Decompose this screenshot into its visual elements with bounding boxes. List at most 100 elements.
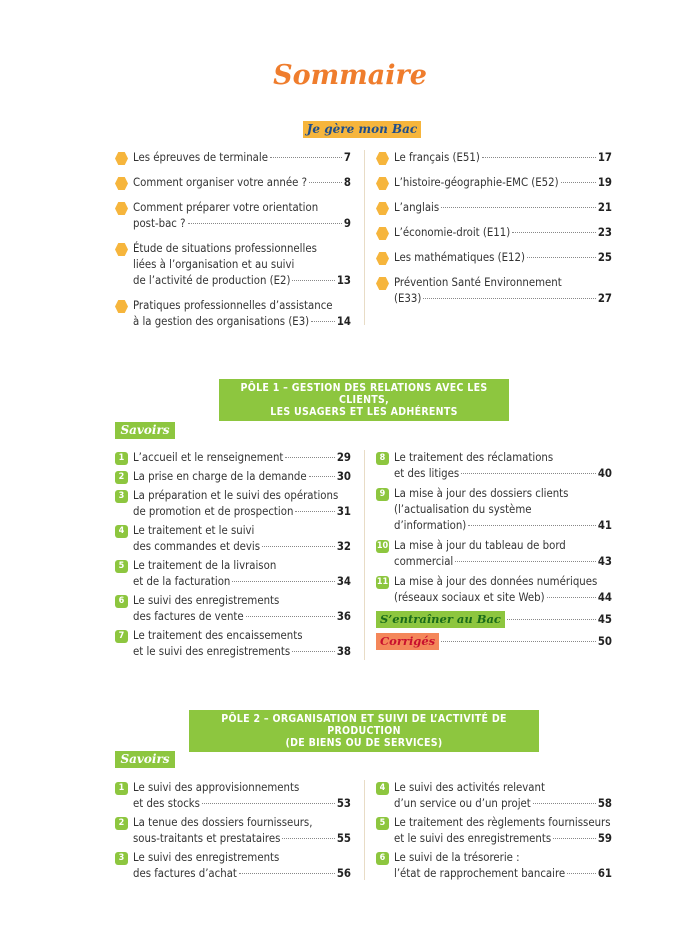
toc-entry[interactable]: Étude de situations professionnelles liée… <box>115 241 351 289</box>
toc-entry[interactable]: L’économie-droit (E11) 23 <box>376 225 612 241</box>
toc-entry-text: L’accueil et le renseignement <box>133 451 284 464</box>
toc-entry-text: sous-traitants et prestataires <box>133 832 281 845</box>
toc-entry-text: L’économie-droit (E11) <box>394 226 511 239</box>
toc-entry[interactable]: 10 La mise à jour du tableau de bord comme… <box>376 538 612 570</box>
toc-entry[interactable]: Comment organiser votre année ? 8 <box>115 175 351 191</box>
page-number: 14 <box>336 315 351 328</box>
toc-entry[interactable]: Prévention Santé Environnement (E33) 27 <box>376 275 612 307</box>
toc-entry-text: La préparation et le suivi des opération… <box>133 489 339 502</box>
toc-entry-text: liées à l’organisation et au suivi <box>133 258 295 271</box>
toc-entry[interactable]: Pratiques professionnelles d’assistance à… <box>115 298 351 330</box>
dot-leader <box>238 873 335 874</box>
toc-entry-text: L’anglais <box>394 201 440 214</box>
toc-entry[interactable]: Comment préparer votre orientation post-b… <box>115 200 351 232</box>
toc-entry-line: L’anglais 21 <box>394 200 612 216</box>
toc-entry[interactable]: Les épreuves de terminale 7 <box>115 150 351 166</box>
toc-entry[interactable]: 7 Le traitement des encaissements et le su… <box>115 628 351 660</box>
entrainer-au-bac-link[interactable]: S’entraîner au Bac 45 <box>376 611 612 628</box>
pole2-savoirs-tag: Savoirs <box>115 751 175 768</box>
dot-leader <box>311 321 335 322</box>
dot-leader <box>455 561 596 562</box>
page-number: 38 <box>336 645 351 658</box>
column-divider <box>364 450 365 660</box>
toc-entry-line: des commandes et devis 32 <box>133 539 351 555</box>
toc-entry-text: (E33) <box>394 292 422 305</box>
toc-entry-line: Le suivi des enregistrements <box>133 850 351 866</box>
toc-entry[interactable]: 6 Le suivi de la trésorerie : l’état de ra… <box>376 850 612 882</box>
toc-entry[interactable]: L’anglais 21 <box>376 200 612 216</box>
toc-entry-text: et de la facturation <box>133 575 231 588</box>
toc-entry-text: l’état de rapprochement bancaire <box>394 867 566 880</box>
pole1-banner: PÔLE 1 – GESTION DES RELATIONS AVEC LES … <box>219 379 509 421</box>
toc-entry-line: post-bac ? 9 <box>133 216 351 232</box>
toc-entry[interactable]: 9 La mise à jour des dossiers clients (l’a… <box>376 486 612 534</box>
toc-entry-text: Pratiques professionnelles d’assistance <box>133 299 333 312</box>
toc-entry[interactable]: 5 Le traitement des règlements fournisseu… <box>376 815 612 847</box>
toc-entry[interactable]: 6 Le suivi des enregistrements des facture… <box>115 593 351 625</box>
toc-entry[interactable]: 1 L’accueil et le renseignement 29 <box>115 450 351 466</box>
toc-entry-text: et des litiges <box>394 467 460 480</box>
toc-entry-text: Les épreuves de terminale <box>133 151 268 164</box>
page-number: 31 <box>336 505 351 518</box>
toc-entry-line: Étude de situations professionnelles <box>133 241 351 257</box>
toc-entry-line: Le suivi de la trésorerie : <box>394 850 612 866</box>
toc-entry-text: commercial <box>394 555 454 568</box>
toc-entry-text: Le traitement de la livraison <box>133 559 277 572</box>
toc-entry[interactable]: Le français (E51) 17 <box>376 150 612 166</box>
toc-entry-text: Les mathématiques (E12) <box>394 251 525 264</box>
pole2-banner: PÔLE 2 – ORGANISATION ET SUIVI DE L’ACTI… <box>189 710 539 752</box>
toc-entry-line: Le suivi des activités relevant <box>394 780 612 796</box>
toc-entry[interactable]: 2 La tenue des dossiers fournisseurs, sous… <box>115 815 351 847</box>
toc-entry-line: Les épreuves de terminale 7 <box>133 150 351 166</box>
dot-leader <box>282 838 335 839</box>
pole2-banner-line: PÔLE 2 – ORGANISATION ET SUIVI DE L’ACTI… <box>221 713 507 737</box>
page-number: 56 <box>336 867 351 880</box>
chapter-number-badge: 11 <box>376 576 389 589</box>
toc-entry-line: L’histoire-géographie-EMC (E52) 19 <box>394 175 612 191</box>
toc-entry[interactable]: 3 La préparation et le suivi des opératio… <box>115 488 351 520</box>
toc-entry[interactable]: 11 La mise à jour des données numériques (… <box>376 574 612 606</box>
chapter-number-badge: 10 <box>376 540 389 553</box>
toc-entry-text: Prévention Santé Environnement <box>394 276 562 289</box>
toc-entry-text: Le suivi des approvisionnements <box>133 781 300 794</box>
pole2-right-column: 4 Le suivi des activités relevant d’un ser… <box>376 780 612 885</box>
toc-entry[interactable]: 5 Le traitement de la livraison et de la f… <box>115 558 351 590</box>
corriges-link[interactable]: Corrigés 50 <box>376 633 612 650</box>
hexagon-bullet-icon <box>115 152 128 165</box>
dot-leader <box>526 257 596 258</box>
toc-entry-line: et des stocks 53 <box>133 796 351 812</box>
toc-entry-text: de l’activité de production (E2) <box>133 274 291 287</box>
toc-entry[interactable]: L’histoire-géographie-EMC (E52) 19 <box>376 175 612 191</box>
toc-entry[interactable]: 4 Le suivi des activités relevant d’un ser… <box>376 780 612 812</box>
page-number: 29 <box>336 451 351 464</box>
toc-entry[interactable]: 8 Le traitement des réclamations et des li… <box>376 450 612 482</box>
toc-entry-line: l’état de rapprochement bancaire 61 <box>394 866 612 882</box>
toc-entry[interactable]: 1 Le suivi des approvisionnements et des s… <box>115 780 351 812</box>
entrainer-au-bac-link-label: S’entraîner au Bac <box>376 611 505 628</box>
toc-entry[interactable]: 2 La prise en charge de la demande 30 <box>115 469 351 485</box>
page-number: 50 <box>597 635 612 648</box>
dot-leader <box>560 182 596 183</box>
toc-entry[interactable]: Les mathématiques (E12) 25 <box>376 250 612 266</box>
pole1-right-column: 8 Le traitement des réclamations et des li… <box>376 450 612 650</box>
toc-entry[interactable]: 3 Le suivi des enregistrements des facture… <box>115 850 351 882</box>
dot-leader <box>461 473 596 474</box>
page-number: 8 <box>343 176 351 189</box>
hexagon-bullet-icon <box>115 300 128 313</box>
toc-entry-line: L’accueil et le renseignement 29 <box>133 450 351 466</box>
toc-entry-text: Comment organiser votre année ? <box>133 176 307 189</box>
toc-entry-line: des factures d’achat 56 <box>133 866 351 882</box>
dot-leader <box>506 619 596 620</box>
toc-entry[interactable]: 4 Le traitement et le suivi des commandes … <box>115 523 351 555</box>
dot-leader <box>567 873 596 874</box>
toc-entry-line: (l’actualisation du système <box>394 502 612 518</box>
toc-entry-line: La mise à jour des données numériques <box>394 574 612 590</box>
page-number: 59 <box>597 832 612 845</box>
dot-leader <box>309 182 342 183</box>
page-number: 36 <box>336 610 351 623</box>
hexagon-bullet-icon <box>376 252 389 265</box>
dot-leader <box>245 616 335 617</box>
pole1-banner-line: LES USAGERS ET LES ADHÉRENTS <box>270 406 458 418</box>
toc-entry-line: et des litiges 40 <box>394 466 612 482</box>
